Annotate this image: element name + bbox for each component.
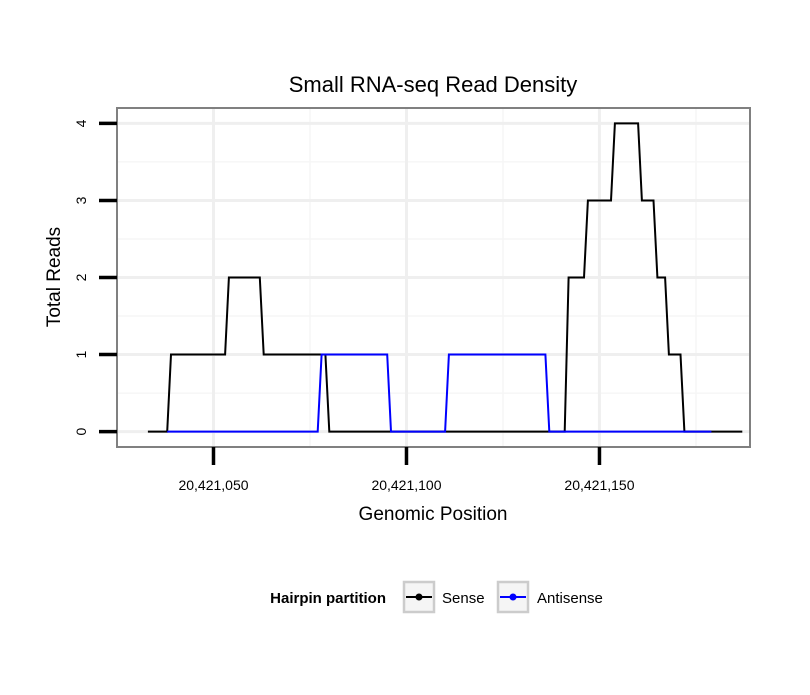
x-tick-label: 20,421,150 <box>564 477 634 493</box>
tick-layer: 20,421,050 20,421,100 20,421,150 0 1 2 3 4 <box>73 119 635 493</box>
y-tick-label: 4 <box>73 119 89 127</box>
chart-title: Small RNA-seq Read Density <box>289 72 578 97</box>
y-tick-label: 3 <box>73 196 89 204</box>
x-axis-label: Genomic Position <box>359 504 508 525</box>
legend: Hairpin partition Sense Antisense <box>270 580 603 614</box>
line-layer <box>147 122 743 433</box>
series-line-sense <box>147 122 743 433</box>
y-axis-label: Total Reads <box>44 227 65 327</box>
x-tick-label: 20,421,100 <box>371 477 441 493</box>
y-tick-label: 2 <box>73 273 89 281</box>
legend-title: Hairpin partition <box>270 590 386 607</box>
y-tick-label: 1 <box>73 350 89 358</box>
legend-item-sense: Sense <box>402 580 485 614</box>
y-tick-label: 0 <box>73 427 89 435</box>
legend-label-antisense: Antisense <box>537 590 603 607</box>
legend-marker-antisense <box>509 593 517 601</box>
legend-item-antisense: Antisense <box>496 580 603 614</box>
x-tick-label: 20,421,050 <box>178 477 248 493</box>
series-line-antisense <box>167 353 712 433</box>
legend-label-sense: Sense <box>442 590 485 607</box>
legend-marker-sense <box>415 593 423 601</box>
